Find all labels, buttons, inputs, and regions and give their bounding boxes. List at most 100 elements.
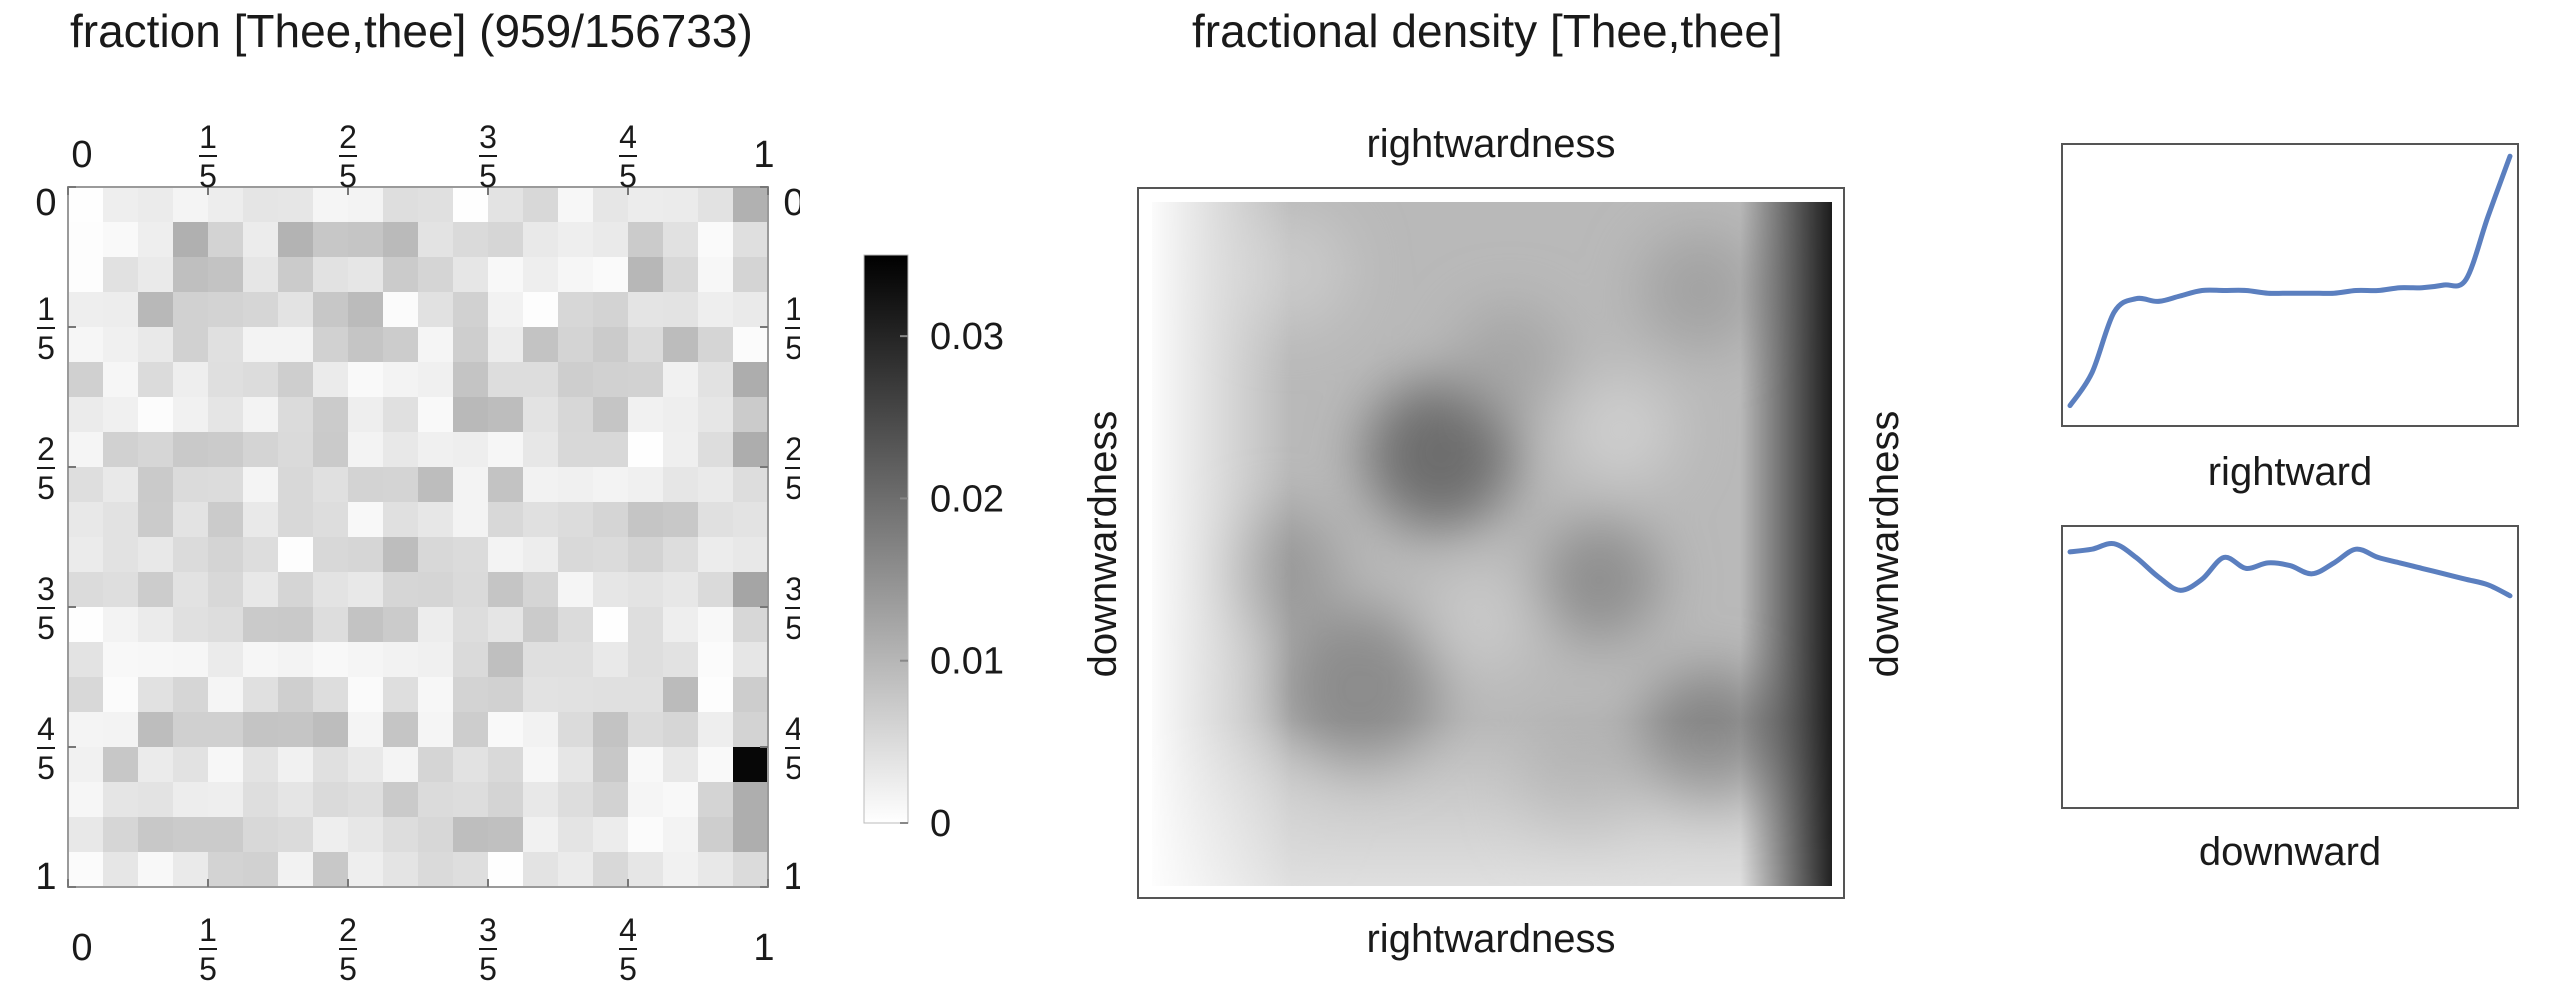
heatmap-cell — [488, 222, 524, 258]
heatmap-cell — [278, 677, 314, 713]
heatmap-cell — [68, 187, 104, 223]
heatmap-cell — [663, 712, 699, 748]
heatmap-cell — [593, 222, 629, 258]
heatmap-cell — [173, 747, 209, 783]
heatmap-cell — [628, 782, 664, 818]
heatmap-cell — [313, 712, 349, 748]
heatmap-cell — [523, 642, 559, 678]
heatmap-cell — [418, 257, 454, 293]
colorbar-tick-label: 0.02 — [930, 478, 1004, 520]
heatmap-cell — [593, 817, 629, 853]
heatmap-cell — [208, 292, 244, 328]
colorbar-tick-label: 0.01 — [930, 641, 1004, 683]
heatmap-cell — [208, 817, 244, 853]
heatmap-cell — [488, 362, 524, 398]
heatmap-cell — [243, 747, 279, 783]
heatmap-cell — [488, 712, 524, 748]
heatmap-cell — [523, 362, 559, 398]
heatmap-cell — [733, 537, 769, 573]
heatmap-cell — [628, 642, 664, 678]
heatmap-cell — [208, 397, 244, 433]
heatmap-cell — [208, 747, 244, 783]
heatmap-cell — [103, 677, 139, 713]
heatmap-cell — [243, 607, 279, 643]
heatmap-cell — [208, 432, 244, 468]
heatmap-cell — [173, 362, 209, 398]
heatmap-cell — [733, 222, 769, 258]
heatmap-cell — [733, 572, 769, 608]
heatmap-cell — [278, 502, 314, 538]
heatmap-cell — [278, 572, 314, 608]
heatmap-cell — [453, 642, 489, 678]
heatmap-title: fraction [Thee,thee] (959/156733) — [70, 5, 753, 57]
heatmap-cell — [733, 852, 769, 888]
heatmap-cell — [103, 747, 139, 783]
heatmap-cell — [418, 292, 454, 328]
heatmap-cell — [593, 292, 629, 328]
heatmap-cell — [173, 467, 209, 503]
heatmap-cell — [418, 677, 454, 713]
heatmap-cell — [103, 257, 139, 293]
heatmap-cell — [663, 432, 699, 468]
heatmap-cell — [68, 327, 104, 363]
heatmap-cell — [243, 677, 279, 713]
y-tick-right: 15 — [785, 291, 800, 366]
heatmap-cell — [278, 712, 314, 748]
heatmap-cell — [243, 502, 279, 538]
heatmap-cell — [173, 502, 209, 538]
heatmap-cell — [698, 642, 734, 678]
heatmap-cell — [383, 327, 419, 363]
heatmap-cell — [663, 572, 699, 608]
heatmap-cell — [558, 467, 594, 503]
heatmap-cell — [138, 747, 174, 783]
heatmap-cell — [348, 222, 384, 258]
x-tick-bottom-denominator: 5 — [479, 951, 497, 987]
heatmap-cell — [278, 852, 314, 888]
heatmap-cell — [383, 572, 419, 608]
heatmap-cell — [103, 187, 139, 223]
heatmap-cell — [663, 852, 699, 888]
heatmap-cell — [488, 677, 524, 713]
heatmap-cell — [348, 712, 384, 748]
heatmap-cell — [523, 327, 559, 363]
heatmap-cell — [488, 642, 524, 678]
heatmap-cell — [348, 747, 384, 783]
heatmap-cell — [628, 852, 664, 888]
heatmap-cell — [698, 607, 734, 643]
heatmap-cell — [348, 782, 384, 818]
heatmap-cell — [313, 222, 349, 258]
heatmap-cell — [138, 432, 174, 468]
heatmap-cell — [243, 852, 279, 888]
heatmap-cell — [68, 292, 104, 328]
heatmap-cell — [348, 362, 384, 398]
heatmap-cell — [523, 292, 559, 328]
x-tick-top: 25 — [339, 119, 357, 194]
x-tick-top-numerator: 2 — [339, 119, 357, 155]
heatmap-cell — [628, 432, 664, 468]
heatmap-cell — [278, 257, 314, 293]
heatmap-cell — [138, 467, 174, 503]
heatmap-cell — [698, 712, 734, 748]
heatmap-cell — [383, 607, 419, 643]
y-tick-right-text: 0 — [783, 182, 800, 224]
heatmap-cell — [138, 257, 174, 293]
heatmap-cell — [593, 572, 629, 608]
heatmap-cell — [173, 292, 209, 328]
heatmap-cell — [628, 572, 664, 608]
heatmap-cell — [558, 222, 594, 258]
heatmap-cell — [453, 292, 489, 328]
x-tick-top-denominator: 5 — [199, 158, 217, 194]
heatmap-cell — [593, 677, 629, 713]
heatmap-cell — [523, 817, 559, 853]
heatmap-cell — [418, 852, 454, 888]
colorbar-tick-label: 0.03 — [930, 316, 1004, 358]
heatmap-cell — [418, 502, 454, 538]
y-tick-left-numerator: 3 — [37, 571, 55, 607]
heatmap-cell — [593, 782, 629, 818]
x-tick-bottom-numerator: 4 — [619, 912, 637, 948]
heatmap-cell — [558, 852, 594, 888]
heatmap-cells — [68, 187, 769, 888]
heatmap-cell — [173, 782, 209, 818]
heatmap-cell — [243, 537, 279, 573]
heatmap-cell — [663, 817, 699, 853]
